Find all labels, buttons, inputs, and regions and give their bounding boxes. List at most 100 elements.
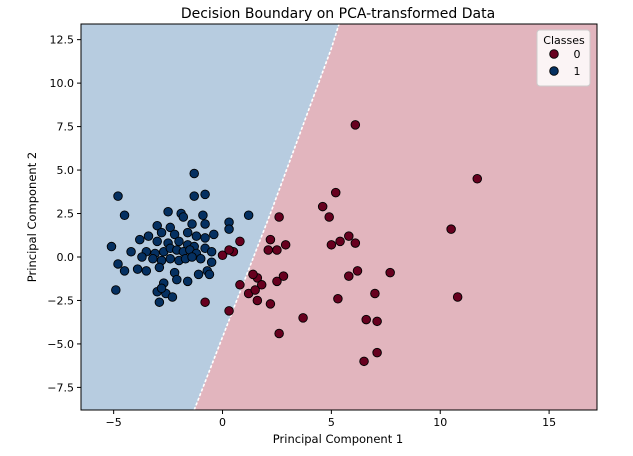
data-point-class-1 (209, 229, 219, 240)
data-point-class-1 (204, 269, 215, 280)
data-point-class-1 (198, 210, 208, 221)
data-point-class-1 (206, 247, 217, 257)
x-axis-label: Principal Component 1 (273, 432, 403, 446)
data-point-class-1 (187, 219, 197, 229)
data-point-class-0 (200, 297, 210, 307)
data-point-class-0 (359, 356, 369, 367)
data-point-class-0 (452, 292, 463, 302)
data-point-class-0 (324, 212, 334, 222)
decision-region-class-0 (194, 24, 597, 410)
data-point-class-1 (111, 285, 121, 295)
data-point-class-1 (189, 168, 199, 179)
data-point-class-1 (182, 276, 193, 287)
data-point-class-0 (235, 280, 245, 290)
data-point-class-1 (178, 212, 189, 222)
y-tick-label: 0.0 (57, 251, 75, 264)
data-point-class-0 (372, 316, 382, 327)
data-point-class-0 (370, 288, 380, 299)
chart-title: Decision Boundary on PCA-transformed Dat… (181, 6, 495, 22)
data-point-class-0 (326, 240, 337, 250)
data-point-class-1 (182, 227, 193, 238)
data-point-class-0 (372, 347, 382, 358)
y-axis: −7.5 −5.0 −2.5 0.0 2.5 5.0 7.5 10.0 12.5 (47, 34, 81, 394)
x-axis: −5 0 5 10 15 (106, 410, 556, 429)
x-tick-label: 5 (328, 416, 335, 429)
data-point-class-0 (256, 280, 267, 290)
data-point-class-1 (119, 210, 130, 221)
y-tick-label: 7.5 (57, 121, 75, 134)
y-tick-label: 5.0 (57, 164, 75, 177)
data-point-class-0 (385, 267, 395, 278)
data-point-class-0 (235, 236, 245, 247)
data-point-class-0 (446, 224, 456, 234)
data-point-class-0 (361, 314, 371, 325)
y-axis-label: Principal Component 2 (25, 152, 39, 282)
y-tick-label: 12.5 (50, 34, 75, 47)
data-point-class-1 (243, 210, 254, 221)
data-point-class-1 (156, 283, 167, 294)
data-point-class-0 (350, 120, 361, 130)
data-point-class-1 (137, 252, 147, 262)
data-point-class-1 (200, 189, 210, 200)
data-point-class-1 (165, 222, 176, 233)
data-point-class-1 (200, 219, 210, 229)
data-point-class-0 (265, 234, 276, 245)
data-point-class-1 (135, 234, 145, 245)
decision-region-class-1 (81, 24, 339, 410)
x-tick-label: 15 (542, 416, 556, 429)
data-point-class-0 (250, 285, 260, 295)
x-tick-label: 0 (219, 416, 226, 429)
data-point-class-1 (106, 241, 117, 252)
data-point-class-0 (272, 276, 282, 287)
x-tick-label: 10 (433, 416, 447, 429)
data-point-class-1 (165, 253, 176, 264)
data-point-class-0 (278, 271, 289, 281)
data-point-class-1 (148, 253, 158, 264)
data-point-class-0 (280, 240, 291, 250)
data-point-class-1 (154, 297, 165, 307)
y-tick-label: 10.0 (50, 77, 75, 90)
data-point-class-0 (224, 306, 234, 316)
legend-label-class-1: 1 (574, 65, 581, 78)
data-point-class-0 (298, 313, 308, 323)
data-point-class-1 (195, 253, 206, 264)
data-point-class-1 (141, 266, 152, 276)
plot-area (81, 24, 597, 410)
data-point-class-1 (152, 220, 162, 231)
data-point-class-0 (274, 328, 284, 339)
data-point-class-0 (252, 295, 263, 306)
data-point-class-1 (169, 229, 180, 240)
data-point-class-1 (126, 247, 136, 257)
data-point-class-0 (317, 201, 328, 212)
data-point-class-1 (167, 292, 178, 302)
y-tick-label: −2.5 (47, 294, 74, 307)
data-point-class-1 (189, 191, 199, 201)
data-point-class-0 (330, 187, 341, 198)
data-point-class-1 (113, 259, 123, 269)
data-point-class-1 (152, 236, 162, 247)
data-point-class-1 (174, 236, 184, 247)
data-point-class-0 (224, 245, 234, 255)
data-point-class-0 (274, 212, 284, 222)
data-point-class-1 (163, 207, 173, 217)
data-point-class-1 (193, 269, 204, 280)
y-tick-label: −7.5 (47, 381, 74, 394)
y-tick-label: −5.0 (47, 338, 74, 351)
x-tick-label: −5 (106, 416, 122, 429)
legend-marker-class-1 (549, 66, 559, 76)
scatter-points (106, 120, 483, 367)
data-point-class-0 (352, 266, 363, 276)
legend-marker-class-0 (549, 49, 559, 59)
data-point-class-1 (224, 224, 234, 234)
legend-title: Classes (543, 34, 585, 47)
data-point-class-1 (143, 231, 154, 241)
data-point-class-1 (206, 257, 217, 267)
data-point-class-1 (156, 227, 167, 238)
data-point-class-1 (200, 233, 210, 243)
data-point-class-0 (333, 293, 343, 304)
data-point-class-0 (350, 238, 361, 248)
data-point-class-1 (172, 274, 182, 285)
data-point-class-0 (472, 173, 483, 184)
data-point-class-1 (119, 266, 130, 276)
